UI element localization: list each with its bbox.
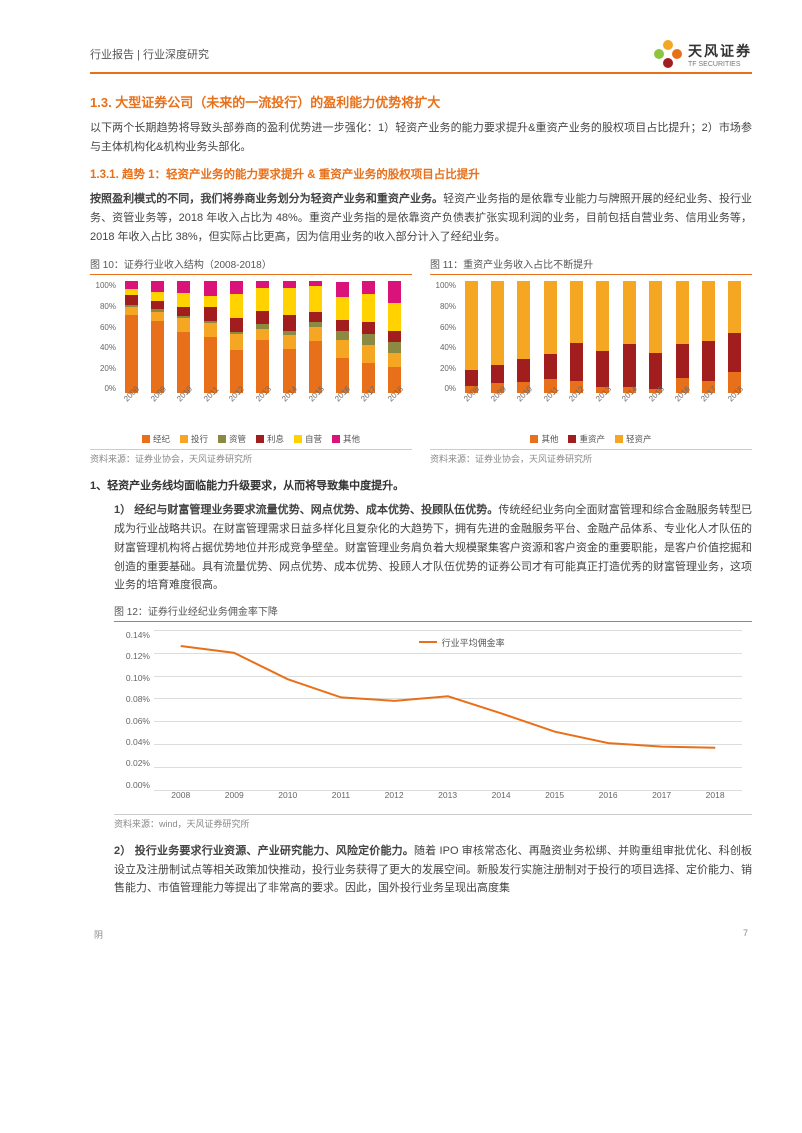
chart-12-source: 资料来源：wind，天风证券研究所 [114, 814, 752, 830]
chart-11-source: 资料来源：证券业协会，天风证券研究所 [430, 449, 752, 465]
breadcrumb: 行业报告 | 行业深度研究 [90, 46, 209, 62]
chart-12-plot: 行业平均佣金率 [154, 630, 742, 790]
list-heading-1: 1、轻资产业务线均面临能力升级要求，从而将导致集中度提升。 [90, 477, 752, 493]
para-1-lead: 按照盈利模式的不同，我们将券商业务划分为轻资产业务和重资产业务。 [90, 193, 443, 205]
chart-12-box: 图 12：证券行业经纪业务佣金率下降 0.14%0.12%0.10%0.08%0… [114, 603, 752, 830]
chart-10-box: 图 10：证券行业收入结构（2008-2018） 100%80%60%40%20… [90, 256, 412, 465]
chart-12-title: 图 12：证券行业经纪业务佣金率下降 [114, 603, 752, 622]
page-header: 行业报告 | 行业深度研究 天风证券 TF SECURITIES [90, 40, 752, 74]
chart-12-canvas: 0.14%0.12%0.10%0.08%0.06%0.04%0.02%0.00%… [114, 630, 752, 810]
bullet-2-lead: 2） 投行业务要求行业资源、产业研究能力、风险定价能力。 [114, 845, 414, 857]
chart-11-y-axis: 100%80%60%40%20%0% [430, 281, 458, 393]
chart-11-box: 图 11：重资产业务收入占比不断提升 100%80%60%40%20%0% 20… [430, 256, 752, 465]
chart-11-canvas: 100%80%60%40%20%0% 200820092010201120122… [430, 281, 752, 431]
chart-11-title: 图 11：重资产业务收入占比不断提升 [430, 256, 752, 275]
logo-flower-icon [654, 40, 682, 68]
chart-10-title: 图 10：证券行业收入结构（2008-2018） [90, 256, 412, 275]
bullet-1-lead: 1） 经纪与财富管理业务要求流量优势、网点优势、成本优势、投顾队伍优势。 [114, 504, 498, 516]
charts-row-1: 图 10：证券行业收入结构（2008-2018） 100%80%60%40%20… [90, 256, 752, 465]
bullet-1: 1） 经纪与财富管理业务要求流量优势、网点优势、成本优势、投顾队伍优势。传统经纪… [114, 501, 752, 594]
company-logo: 天风证券 TF SECURITIES [654, 40, 752, 68]
chart-10-bars [118, 281, 408, 393]
bullet-1-rest: 传统经纪业务向全面财富管理和综合金融服务转型已成为行业战略共识。在财富管理需求日… [114, 504, 752, 591]
footer-page-number: 7 [743, 928, 748, 941]
page-footer: 阴 7 [90, 928, 752, 941]
intro-paragraph: 以下两个长期趋势将导致头部券商的盈利优势进一步强化：1）轻资产业务的能力要求提升… [90, 119, 752, 156]
section-heading: 1.3. 大型证券公司（未来的一流投行）的盈利能力优势将扩大 [90, 92, 752, 111]
logo-subtitle: TF SECURITIES [688, 61, 752, 68]
paragraph-1: 按照盈利模式的不同，我们将券商业务划分为轻资产业务和重资产业务。轻资产业务指的是… [90, 190, 752, 246]
chart-10-source: 资料来源：证券业协会，天风证券研究所 [90, 449, 412, 465]
chart-10-legend: 经纪投行资管利息自营其他 [90, 433, 412, 445]
logo-title: 天风证券 [688, 41, 752, 61]
footer-left: 阴 [94, 928, 103, 941]
chart-10-y-axis: 100%80%60%40%20%0% [90, 281, 118, 393]
chart-12-y-axis: 0.14%0.12%0.10%0.08%0.06%0.04%0.02%0.00% [114, 630, 154, 790]
chart-11-x-axis: 2008200920102011201220132014201520162017… [458, 393, 748, 411]
bullet-2: 2） 投行业务要求行业资源、产业研究能力、风险定价能力。随着 IPO 审核常态化… [114, 842, 752, 898]
chart-11-bars [458, 281, 748, 393]
chart-12-x-axis: 2008200920102011201220132014201520162017… [154, 790, 742, 810]
chart-10-x-axis: 2008200920102011201220132014201520162017… [118, 393, 408, 411]
chart-11-legend: 其他重资产轻资产 [430, 433, 752, 445]
subsection-heading: 1.3.1. 趋势 1：轻资产业务的能力要求提升 & 重资产业务的股权项目占比提… [90, 166, 752, 182]
chart-10-canvas: 100%80%60%40%20%0% 200820092010201120122… [90, 281, 412, 431]
